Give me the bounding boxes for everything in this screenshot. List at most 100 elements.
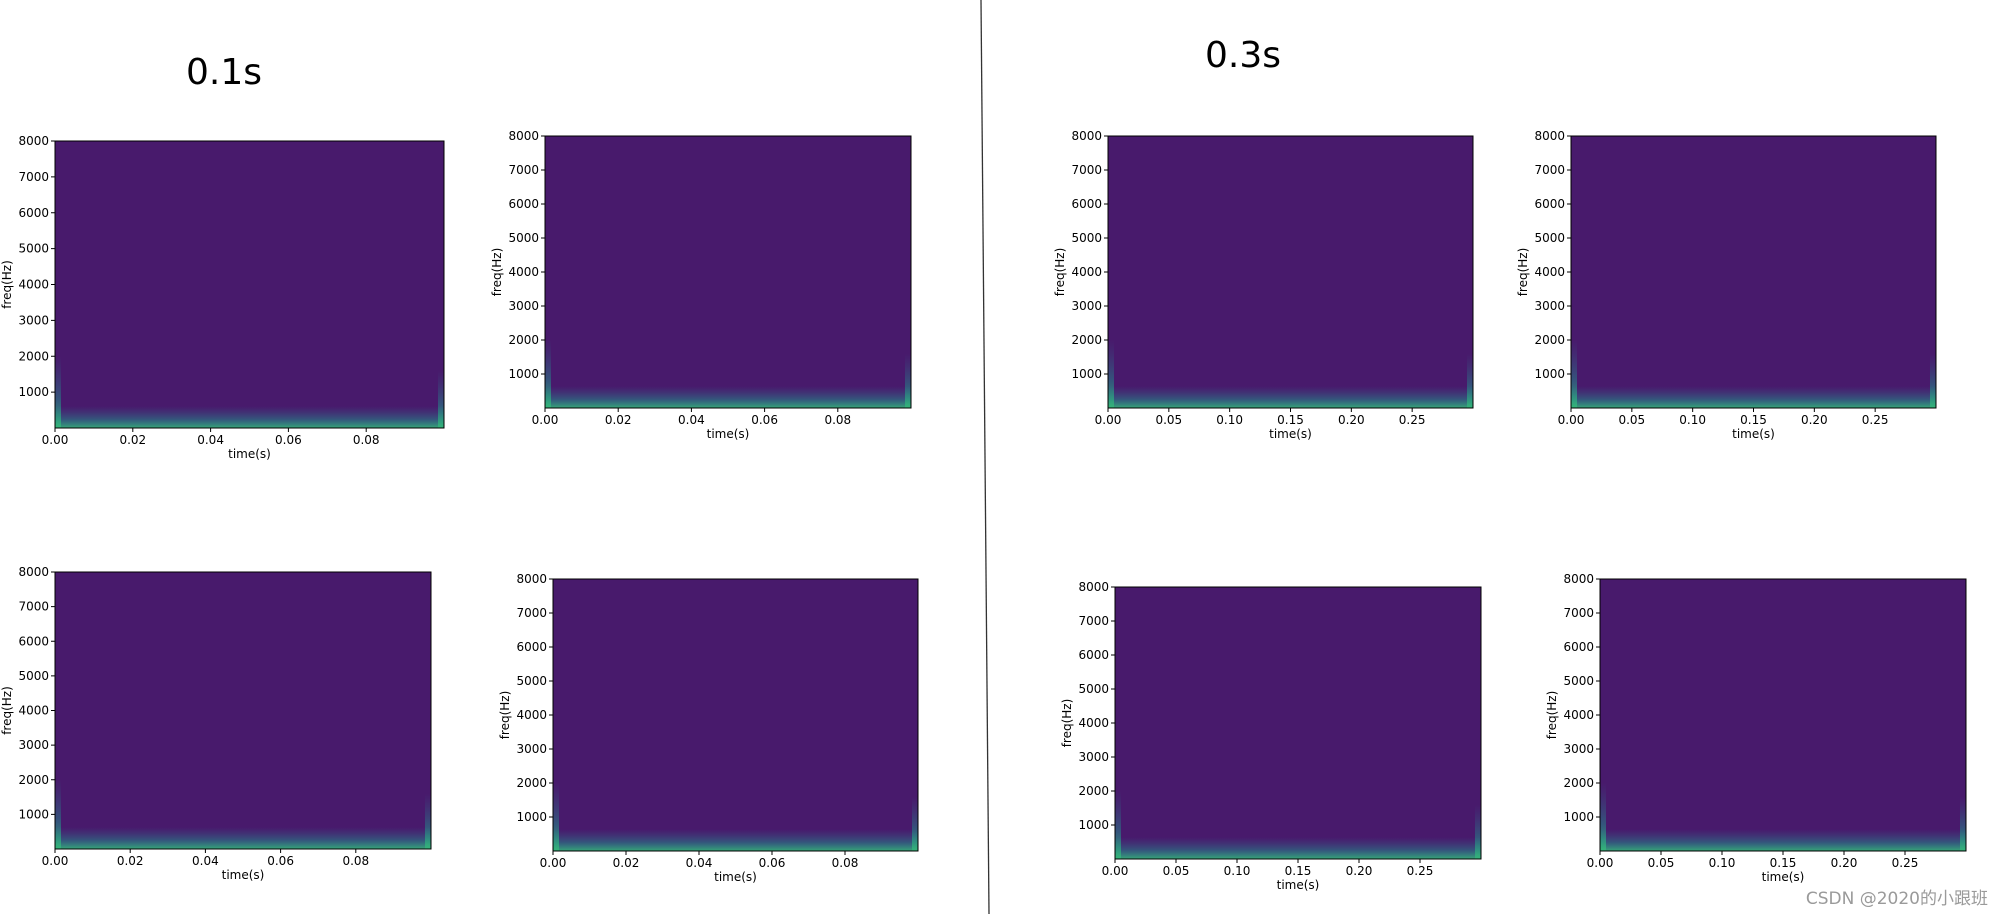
y-tick-label: 7000 — [516, 606, 547, 620]
energy-band — [1600, 829, 1966, 851]
y-tick-label: 3000 — [1078, 750, 1109, 764]
energy-edge — [1115, 791, 1121, 859]
y-tick-label: 1000 — [18, 385, 49, 399]
plot-area — [553, 579, 918, 851]
x-tick-label: 0.05 — [1155, 413, 1182, 427]
x-tick-label: 0.08 — [342, 854, 369, 868]
x-tick-label: 0.02 — [613, 856, 640, 870]
y-tick-label: 1000 — [1563, 810, 1594, 824]
y-tick-label: 1000 — [1534, 367, 1565, 381]
spectrogram: 0.00 0.05 0.10 0.15 0.20 0.25 1000 2000 3000 4000… — [1516, 129, 1937, 441]
y-tick-label: 1000 — [1071, 367, 1102, 381]
y-tick-label: 1000 — [1078, 818, 1109, 832]
x-tick-label: 0.20 — [1801, 413, 1828, 427]
x-tick-label: 0.02 — [119, 433, 146, 447]
y-tick-label: 6000 — [18, 206, 49, 220]
energy-edge — [1571, 340, 1577, 408]
energy-edge — [545, 340, 551, 408]
x-tick-label: 0.04 — [192, 854, 219, 868]
y-axis-label: freq(Hz) — [0, 686, 14, 735]
y-axis-label: freq(Hz) — [1060, 699, 1074, 748]
energy-edge — [1930, 353, 1936, 408]
x-tick-label: 0.08 — [824, 413, 851, 427]
x-tick-label: 0.00 — [42, 433, 69, 447]
energy-edge — [438, 370, 444, 428]
energy-edge — [55, 779, 61, 849]
y-tick-label: 6000 — [1534, 197, 1565, 211]
y-axis-label: freq(Hz) — [1053, 248, 1067, 297]
y-tick-label: 7000 — [18, 600, 49, 614]
y-tick-label: 4000 — [1078, 716, 1109, 730]
y-tick-label: 4000 — [1563, 708, 1594, 722]
x-tick-label: 0.05 — [1648, 856, 1675, 870]
x-tick-label: 0.10 — [1224, 864, 1251, 878]
y-tick-label: 2000 — [1071, 333, 1102, 347]
x-tick-label: 0.00 — [540, 856, 567, 870]
spectrogram: 0.00 0.02 0.04 0.06 0.08 1000 2000 3000 4000 5000… — [0, 134, 445, 461]
x-tick-label: 0.08 — [832, 856, 859, 870]
energy-edge — [905, 353, 911, 408]
x-tick-label: 0.04 — [686, 856, 713, 870]
x-axis-label: time(s) — [1732, 427, 1775, 441]
plot-area — [55, 141, 444, 428]
y-tick-label: 4000 — [508, 265, 539, 279]
y-tick-label: 8000 — [1534, 129, 1565, 143]
spectrogram: 0.00 0.02 0.04 0.06 0.08 1000 2000 3000 4000 5000… — [498, 572, 919, 884]
y-tick-label: 3000 — [18, 738, 49, 752]
spectrogram: 0.00 0.05 0.10 0.15 0.20 0.25 1000 2000 3000 4000… — [1060, 580, 1482, 892]
y-tick-label: 3000 — [1071, 299, 1102, 313]
energy-band — [55, 406, 444, 428]
energy-edge — [1600, 783, 1606, 851]
energy-band — [545, 386, 911, 408]
energy-edge — [55, 356, 61, 428]
y-axis-label: freq(Hz) — [1516, 248, 1530, 297]
y-tick-label: 8000 — [516, 572, 547, 586]
x-tick-label: 0.15 — [1277, 413, 1304, 427]
y-tick-label: 6000 — [1071, 197, 1102, 211]
y-tick-label: 5000 — [508, 231, 539, 245]
x-tick-label: 0.06 — [267, 854, 294, 868]
x-axis-label: time(s) — [1762, 870, 1805, 884]
y-tick-label: 5000 — [1534, 231, 1565, 245]
y-tick-label: 1000 — [516, 810, 547, 824]
x-tick-label: 0.05 — [1163, 864, 1190, 878]
y-tick-label: 6000 — [508, 197, 539, 211]
y-tick-label: 3000 — [1534, 299, 1565, 313]
y-tick-label: 2000 — [18, 349, 49, 363]
y-tick-label: 4000 — [1534, 265, 1565, 279]
energy-edge — [1960, 796, 1966, 851]
y-tick-label: 2000 — [1534, 333, 1565, 347]
x-tick-label: 0.10 — [1216, 413, 1243, 427]
y-tick-label: 3000 — [508, 299, 539, 313]
energy-band — [1108, 386, 1473, 408]
x-tick-label: 0.00 — [1102, 864, 1129, 878]
y-axis-label: freq(Hz) — [498, 691, 512, 740]
x-tick-label: 0.20 — [1831, 856, 1858, 870]
spectrogram: 0.00 0.02 0.04 0.06 0.08 1000 2000 3000 4000 5000… — [490, 129, 912, 441]
plot-area — [55, 572, 431, 849]
y-axis-label: freq(Hz) — [0, 260, 14, 309]
y-tick-label: 8000 — [1071, 129, 1102, 143]
x-axis-label: time(s) — [714, 870, 757, 884]
plot-area — [1571, 136, 1936, 408]
energy-edge — [912, 796, 918, 851]
energy-edge — [553, 783, 559, 851]
y-tick-label: 5000 — [18, 242, 49, 256]
energy-band — [553, 829, 918, 851]
y-tick-label: 7000 — [1078, 614, 1109, 628]
x-tick-label: 0.00 — [1095, 413, 1122, 427]
y-tick-label: 2000 — [18, 773, 49, 787]
y-tick-label: 6000 — [18, 634, 49, 648]
y-tick-label: 3000 — [18, 313, 49, 327]
y-tick-label: 6000 — [1563, 640, 1594, 654]
y-axis-label: freq(Hz) — [1545, 691, 1559, 740]
y-tick-label: 4000 — [18, 278, 49, 292]
energy-band — [55, 827, 431, 849]
spectrogram: 0.00 0.02 0.04 0.06 0.08 1000 2000 3000 4000 5000… — [0, 565, 432, 882]
y-tick-label: 5000 — [1563, 674, 1594, 688]
y-tick-label: 4000 — [516, 708, 547, 722]
y-tick-label: 4000 — [1071, 265, 1102, 279]
y-tick-label: 7000 — [18, 170, 49, 184]
x-tick-label: 0.10 — [1709, 856, 1736, 870]
